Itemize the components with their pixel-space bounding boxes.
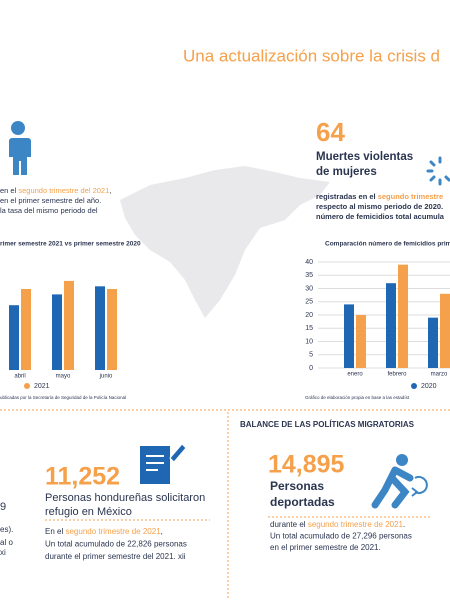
stat-number: 64	[316, 117, 345, 147]
chart-title: Comparación número de femicidios prim	[325, 241, 450, 248]
text-span: En el	[45, 527, 65, 536]
bar	[398, 264, 408, 368]
x-tick-label: junio	[99, 374, 113, 380]
text-fragment: es).	[0, 525, 13, 534]
y-tick-label: 25	[305, 299, 313, 306]
bar	[440, 293, 450, 368]
legend-marker	[24, 383, 30, 389]
text-span: Un total acumulado de 22,826 personas	[45, 540, 187, 549]
text-line: Personas	[270, 479, 324, 493]
x-tick-label: mayo	[56, 374, 71, 380]
chart-source: ublicadas por la Secretaría de Seguridad…	[0, 395, 126, 400]
text-line: la tasa del mismo periodo del	[0, 206, 98, 215]
y-tick-label: 20	[305, 312, 313, 319]
x-tick-label: marzo	[431, 372, 448, 378]
x-tick-label: febrero	[387, 372, 407, 378]
bar	[95, 286, 105, 370]
y-tick-label: 35	[305, 272, 313, 279]
legend-label: 2021	[34, 383, 50, 390]
text-fragment: 9	[0, 501, 6, 513]
bar	[107, 289, 117, 370]
y-tick-label: 5	[309, 352, 313, 359]
text-line: en el segundo trimestre del 2021,	[0, 186, 111, 195]
y-tick-label: 15	[305, 325, 313, 332]
text-line: Un total acumulado de 27,296 personas	[270, 532, 412, 541]
chart-title: rimer semestre 2021 vs primer semestre 2…	[0, 241, 141, 248]
text-span: segundo trimestre de 2021	[65, 527, 161, 536]
text-line: en el primer semestre de 2021.	[270, 543, 381, 552]
text-span: en el primer semestre del año.	[0, 196, 101, 205]
text-line: en el primer semestre del año.	[0, 196, 101, 205]
text-line: Personas hondureñas solicitaron	[45, 492, 205, 504]
y-tick-label: 0	[309, 365, 313, 372]
bar	[64, 280, 74, 370]
text-line: número de femicidios total acumula	[316, 212, 445, 221]
text-span: registradas en el	[316, 192, 378, 201]
text-span: durante el primer semestre del 2021. xii	[45, 552, 186, 561]
text-line: deportadas	[270, 495, 335, 509]
section-header: BALANCE DE LAS POLÍTICAS MIGRATORIAS	[240, 420, 415, 429]
text-span: durante el	[270, 520, 308, 529]
text-line: registradas en el segundo trimestre	[316, 192, 443, 201]
bar	[52, 294, 62, 370]
text-line: respecto al mismo periodo de 2020.	[316, 202, 443, 211]
text-fragment: xi	[0, 548, 6, 557]
bar	[21, 289, 31, 370]
x-tick-label: abril	[14, 374, 25, 380]
legend-label: 2020	[421, 383, 437, 390]
text-span: la tasa del mismo periodo del	[0, 206, 98, 215]
y-tick-label: 10	[305, 338, 313, 345]
bar	[9, 305, 19, 370]
stat-number: 14,895	[268, 451, 345, 479]
text-span: número de femicidios total acumula	[316, 212, 445, 221]
bar	[386, 283, 396, 368]
text-span: .	[403, 520, 405, 529]
bar	[428, 317, 438, 368]
person-icon	[8, 121, 31, 175]
text-fragment: al o	[0, 538, 13, 547]
legend-marker	[411, 383, 417, 389]
text-line: En el segundo trimestre de 2021,	[45, 527, 163, 536]
text-span: ,	[161, 527, 163, 536]
text-span: en el primer semestre de 2021.	[270, 543, 381, 552]
text-span: segundo trimestre de 2021	[308, 520, 404, 529]
text-span: respecto al mismo periodo de 2020.	[316, 202, 443, 211]
text-span: Un total acumulado de 27,296 personas	[270, 532, 412, 541]
y-tick-label: 40	[305, 259, 313, 266]
text-line: de mujeres	[316, 166, 377, 178]
document-icon	[140, 443, 187, 484]
bar	[356, 315, 366, 368]
text-span: segundo trimestre del 2021	[18, 186, 109, 195]
text-line: refugio en México	[45, 506, 132, 518]
text-span: en el	[0, 186, 18, 195]
stat-number: 11,252	[45, 463, 120, 491]
text-span: ,	[109, 186, 111, 195]
map	[120, 166, 330, 318]
text-line: durante el primer semestre del 2021. xii	[45, 552, 186, 561]
bar	[344, 304, 354, 368]
y-tick-label: 30	[305, 285, 313, 292]
runner-icon	[371, 454, 428, 509]
text-span: segundo trimestre	[378, 192, 443, 201]
chart-source: Gráfico de elaboración propia en base a …	[305, 395, 410, 400]
spinner-icon	[426, 156, 450, 186]
text-line: Un total acumulado de 22,826 personas	[45, 540, 187, 549]
page-title: Una actualización sobre la crisis d	[183, 46, 440, 65]
x-tick-label: enero	[347, 372, 363, 378]
text-line: durante el segundo trimestre de 2021.	[270, 520, 405, 529]
text-line: Muertes violentas	[316, 151, 413, 163]
